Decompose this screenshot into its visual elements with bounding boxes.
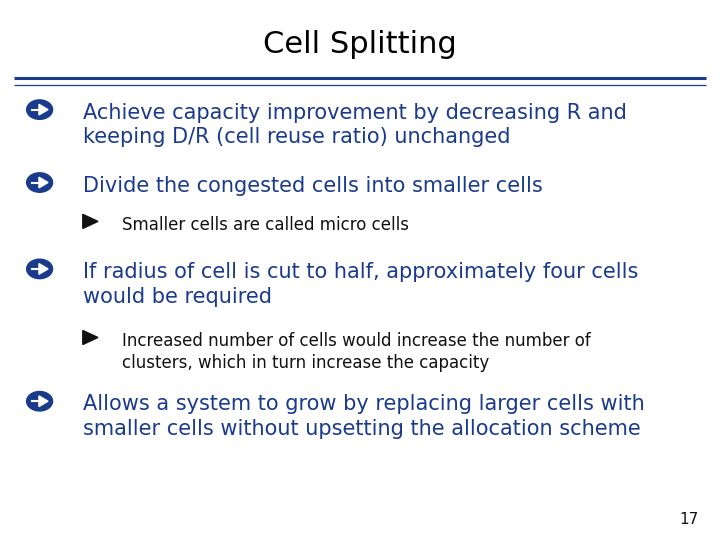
Polygon shape [39,104,48,115]
Polygon shape [39,264,48,274]
Polygon shape [39,177,48,188]
Text: Cell Splitting: Cell Splitting [263,30,457,59]
Circle shape [27,392,53,411]
Text: Achieve capacity improvement by decreasing R and
keeping D/R (cell reuse ratio) : Achieve capacity improvement by decreasi… [83,103,626,147]
Text: If radius of cell is cut to half, approximately four cells
would be required: If radius of cell is cut to half, approx… [83,262,638,307]
Circle shape [27,173,53,192]
Text: Smaller cells are called micro cells: Smaller cells are called micro cells [122,216,410,234]
Text: Allows a system to grow by replacing larger cells with
smaller cells without ups: Allows a system to grow by replacing lar… [83,394,644,439]
Text: Increased number of cells would increase the number of
clusters, which in turn i: Increased number of cells would increase… [122,332,591,372]
Polygon shape [83,214,98,228]
Polygon shape [83,330,98,345]
Circle shape [27,259,53,279]
Text: 17: 17 [679,511,698,526]
Polygon shape [39,396,48,407]
Circle shape [27,100,53,119]
Text: Divide the congested cells into smaller cells: Divide the congested cells into smaller … [83,176,543,195]
